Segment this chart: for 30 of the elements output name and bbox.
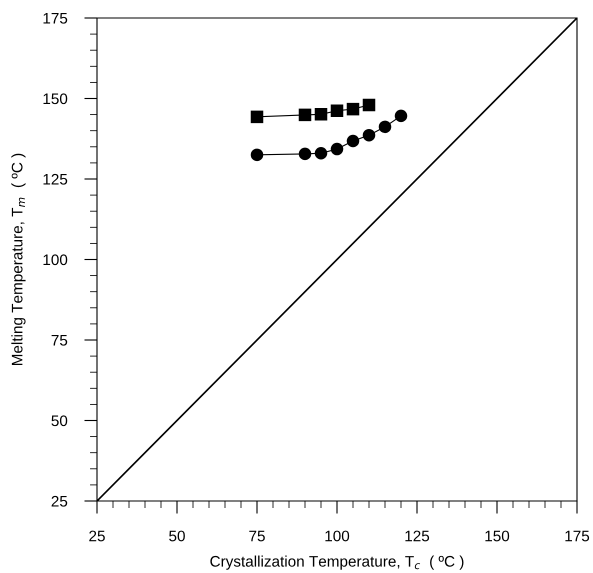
point [362, 98, 376, 112]
y-tick-label: 175 [44, 13, 68, 24]
y-tick-label: 150 [44, 93, 68, 104]
point [250, 110, 264, 124]
y-tick-label: 75 [52, 335, 68, 346]
x-tick-label: 25 [89, 530, 105, 542]
y-tick-label: 50 [51, 415, 68, 426]
x-tick-label: 100 [325, 530, 350, 542]
x-axis-title: Crystallization Temperature, T$_{c}$ ( ºC ) [210, 556, 464, 570]
point [330, 142, 344, 156]
x-tick-label: 50 [169, 530, 185, 542]
x-tick-label: 75 [249, 530, 265, 542]
point [346, 134, 360, 148]
x-tick-label: 175 [565, 530, 590, 542]
y-tick-label: 25 [52, 496, 68, 507]
point [378, 120, 392, 134]
y-axis-title: Melting Temperature, T$_{m}$ ( ºC ) [11, 154, 26, 366]
point [346, 102, 360, 116]
point [250, 148, 264, 162]
x-tick-label: 125 [405, 530, 430, 542]
x-tick-label: 150 [485, 530, 510, 542]
point [362, 128, 376, 142]
point [314, 146, 328, 160]
point [314, 108, 328, 121]
y-tick-label: 100 [44, 254, 68, 266]
point [330, 104, 344, 117]
y-tick-label: 125 [44, 174, 68, 185]
point [298, 108, 312, 122]
point [298, 148, 312, 160]
point [394, 110, 408, 122]
